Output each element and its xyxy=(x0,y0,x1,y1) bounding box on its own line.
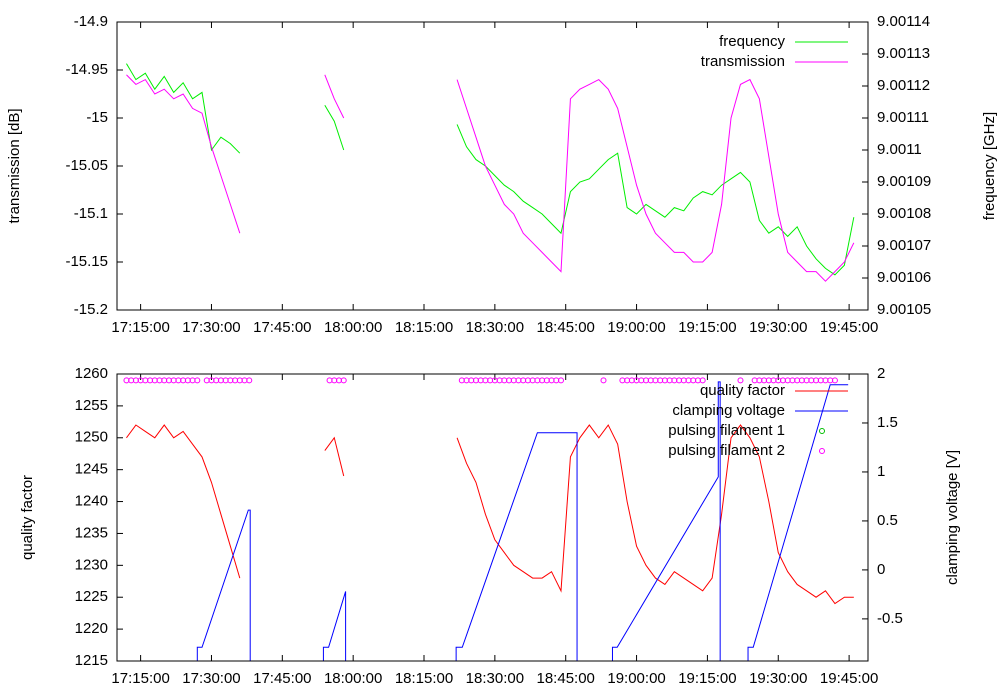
y-tick-label: 1245 xyxy=(75,461,108,478)
y-tick-label: -14.95 xyxy=(65,61,108,78)
y-tick-label: 1260 xyxy=(75,365,108,382)
y2-tick-label: 1 xyxy=(877,463,885,480)
series-line xyxy=(196,381,849,661)
y2-tick-label: 9.00106 xyxy=(877,269,931,286)
x-tick-label: 18:30:00 xyxy=(466,319,524,336)
x-tick-label: 19:30:00 xyxy=(749,319,807,336)
y-tick-label: 1255 xyxy=(75,397,108,414)
x-tick-label: 19:45:00 xyxy=(820,670,878,687)
series-line xyxy=(126,424,854,605)
x-tick-label: 17:15:00 xyxy=(111,319,169,336)
y-tick-label: -15 xyxy=(86,109,108,126)
legend-symbol xyxy=(819,428,825,434)
series-point xyxy=(600,377,607,384)
x-tick-label: 17:30:00 xyxy=(182,319,240,336)
x-tick-label: 19:00:00 xyxy=(607,319,665,336)
series-point xyxy=(737,377,744,384)
x-tick-label: 18:45:00 xyxy=(537,670,595,687)
series-point xyxy=(340,377,347,384)
y-tick-label: -15.05 xyxy=(65,157,108,174)
legend-label: pulsing filament 1 xyxy=(668,422,785,439)
legend-label: quality factor xyxy=(700,382,785,399)
legend-label: clamping voltage xyxy=(672,402,785,419)
x-tick-label: 18:15:00 xyxy=(395,670,453,687)
legend-label: frequency xyxy=(719,33,785,50)
y2-tick-label: 1.5 xyxy=(877,414,898,431)
plot-frame xyxy=(116,21,869,311)
y2-tick-label: 0.5 xyxy=(877,512,898,529)
x-tick-label: 17:45:00 xyxy=(253,670,311,687)
legend-label: pulsing filament 2 xyxy=(668,442,785,459)
series-point xyxy=(699,377,706,384)
x-tick-label: 18:00:00 xyxy=(324,670,382,687)
y-tick-label: 1240 xyxy=(75,493,108,510)
series-point xyxy=(831,377,838,384)
y-tick-label: 1250 xyxy=(75,429,108,446)
y2-axis-label: clamping voltage [V] xyxy=(944,450,961,585)
x-tick-label: 17:15:00 xyxy=(111,670,169,687)
x-tick-label: 19:30:00 xyxy=(749,670,807,687)
x-tick-label: 19:15:00 xyxy=(678,319,736,336)
y2-tick-label: 9.00111 xyxy=(877,109,929,126)
y2-tick-label: 9.00112 xyxy=(877,77,930,94)
x-tick-label: 18:30:00 xyxy=(466,670,524,687)
y-tick-label: 1225 xyxy=(75,588,108,605)
y-tick-label: 1235 xyxy=(75,524,108,541)
x-tick-label: 18:00:00 xyxy=(324,319,382,336)
y-tick-label: -14.9 xyxy=(74,13,108,30)
y2-tick-label: 9.00113 xyxy=(877,45,930,62)
x-tick-label: 17:30:00 xyxy=(182,670,240,687)
y2-tick-label: 9.0011 xyxy=(877,141,922,158)
x-tick-label: 18:15:00 xyxy=(395,319,453,336)
y-tick-label: -15.15 xyxy=(65,253,108,270)
series-line xyxy=(126,63,855,276)
y2-tick-label: 9.00109 xyxy=(877,173,931,190)
y2-tick-label: -0.5 xyxy=(877,610,903,627)
y2-tick-label: 9.00114 xyxy=(877,13,930,30)
series-point xyxy=(194,377,201,384)
series-point xyxy=(557,377,564,384)
y-axis-label: quality factor xyxy=(19,475,36,560)
y2-tick-label: 9.00107 xyxy=(877,237,931,254)
y-tick-label: -15.2 xyxy=(74,301,108,318)
y-tick-label: 1230 xyxy=(75,556,108,573)
y2-tick-label: 9.00108 xyxy=(877,205,931,222)
y2-tick-label: 9.00105 xyxy=(877,301,931,318)
y2-tick-label: 2 xyxy=(877,365,885,382)
x-tick-label: 19:15:00 xyxy=(678,670,736,687)
y-tick-label: 1220 xyxy=(75,620,108,637)
y-axis-label: transmission [dB] xyxy=(6,108,23,223)
x-tick-label: 19:45:00 xyxy=(820,319,878,336)
y2-axis-label: frequency [GHz] xyxy=(981,112,998,220)
x-tick-label: 18:45:00 xyxy=(537,319,595,336)
series-point xyxy=(246,377,253,384)
legend-symbol xyxy=(819,448,825,454)
y2-tick-label: 0 xyxy=(877,561,885,578)
plot-frame xyxy=(116,373,869,662)
series-line xyxy=(126,74,855,282)
legend-label: transmission xyxy=(701,53,785,70)
y-tick-label: -15.1 xyxy=(74,205,108,222)
x-tick-label: 19:00:00 xyxy=(607,670,665,687)
x-tick-label: 17:45:00 xyxy=(253,319,311,336)
y-tick-label: 1215 xyxy=(75,652,108,669)
